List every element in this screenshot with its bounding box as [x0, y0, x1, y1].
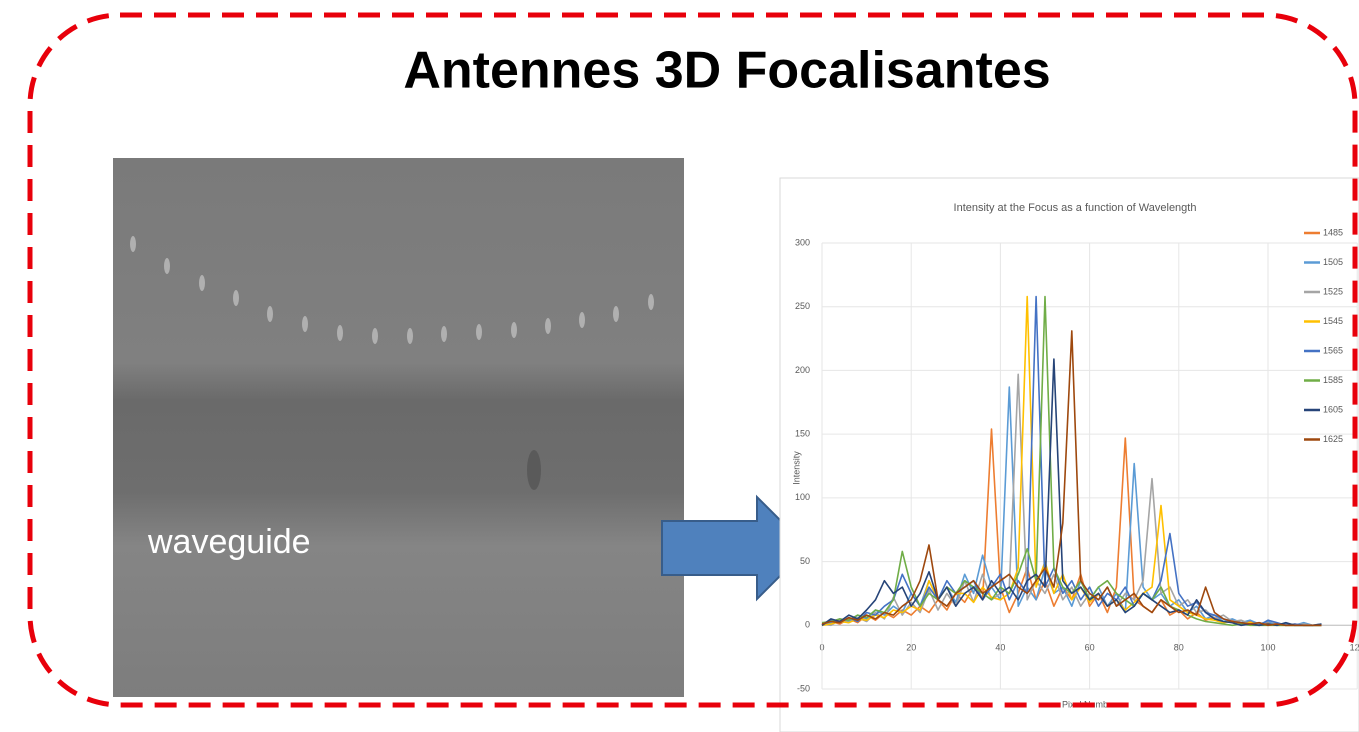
y-tick-label: 0: [805, 620, 810, 630]
photo-defect: [527, 450, 541, 490]
legend-label: 1525: [1323, 286, 1343, 296]
y-axis-title: Intensity: [791, 451, 801, 485]
legend-label: 1565: [1323, 345, 1343, 355]
image-label: waveguide: [147, 523, 311, 561]
photo-spots: [130, 236, 654, 344]
chart-frame: [779, 177, 1359, 732]
y-tick-label: 150: [795, 429, 810, 439]
legend-label: 1625: [1323, 434, 1343, 444]
photo: waveguide: [113, 158, 684, 697]
legend-label: 1585: [1323, 375, 1343, 385]
y-tick-label: 50: [800, 556, 810, 566]
chart-title: Intensity at the Focus as a function of …: [954, 202, 1197, 214]
chart: Pixel Number Intensity -5005010015020025…: [779, 177, 1359, 732]
series-line: [821, 295, 1322, 627]
y-tick-label: 100: [795, 492, 810, 502]
series-line: [821, 330, 1322, 627]
legend-label: 1545: [1323, 316, 1343, 326]
legend-label: 1605: [1323, 404, 1343, 414]
slide-title: Antennes 3D Focalisantes: [403, 42, 1050, 100]
legend-label: 1505: [1323, 257, 1343, 267]
legend-label: 1485: [1323, 227, 1343, 237]
x-tick-label: 120: [1350, 642, 1359, 652]
y-tick-label: 250: [795, 301, 810, 311]
series-line: [821, 358, 1322, 627]
y-tick-label: -50: [797, 683, 810, 693]
y-tick-label: 200: [795, 365, 810, 375]
dashed-frame: [27, 12, 1358, 708]
y-tick-label: 300: [795, 237, 810, 247]
photo-bg: [113, 158, 684, 697]
